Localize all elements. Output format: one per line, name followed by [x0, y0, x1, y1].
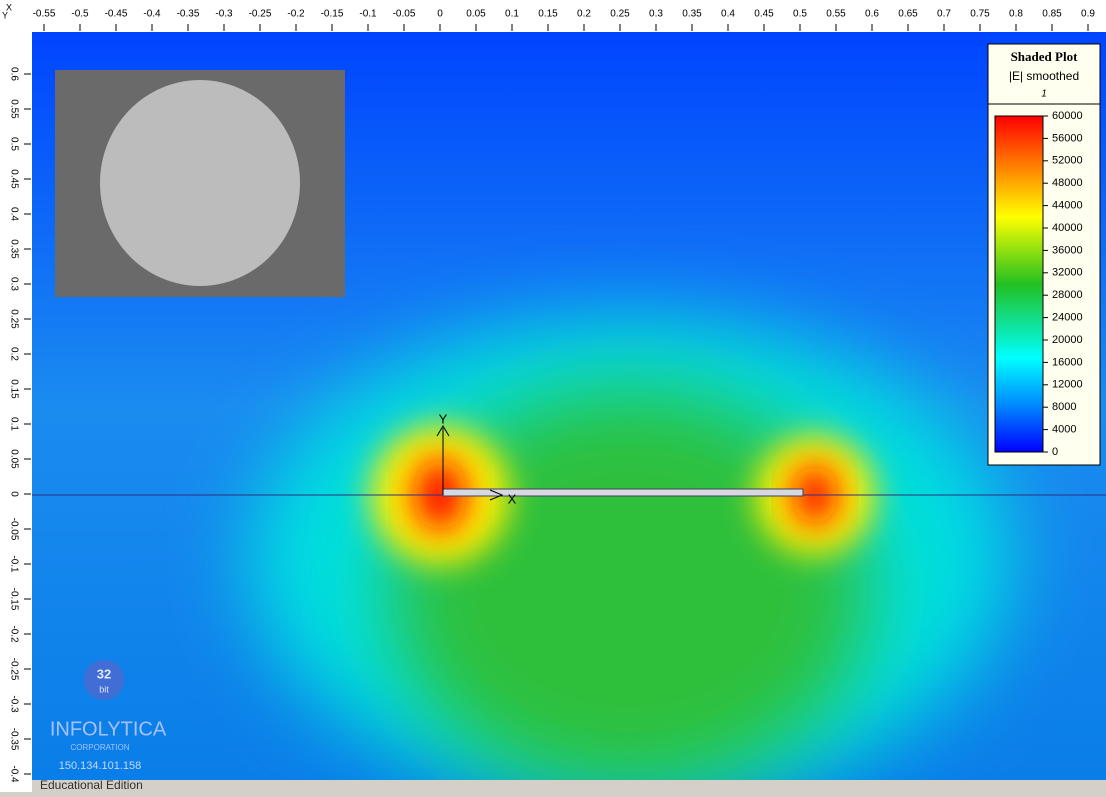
top-ruler-label: -0.55: [33, 9, 56, 20]
left-ruler-label: -0.15: [8, 588, 19, 611]
legend-scale-label: 44000: [1052, 200, 1083, 212]
left-ruler-label: 0.25: [8, 309, 19, 329]
legend: [987, 43, 1101, 466]
left-ruler-label: 0.4: [8, 207, 19, 221]
left-ruler-label: 0.1: [8, 417, 19, 431]
top-ruler-label: 0.4: [721, 9, 735, 20]
top-ruler-label: -0.2: [287, 9, 305, 20]
top-ruler-label: -0.05: [393, 9, 416, 20]
top-ruler-label: 0.65: [898, 9, 918, 20]
legend-scale-label: 28000: [1052, 289, 1083, 301]
left-ruler-label: 0.15: [8, 379, 19, 399]
top-ruler-label: 0.55: [826, 9, 846, 20]
legend-scale-label: 16000: [1052, 356, 1083, 368]
left-ruler: [0, 0, 32, 792]
origin-x-label: X: [508, 491, 517, 506]
legend-scale-label: 24000: [1052, 312, 1083, 324]
top-ruler-label: -0.4: [143, 9, 161, 20]
corner-x: X: [6, 2, 12, 12]
watermark-badge-sub: bit: [99, 684, 109, 694]
top-ruler-label: 0.3: [649, 9, 663, 20]
legend-scale-label: 48000: [1052, 177, 1083, 189]
left-ruler-label: -0.4: [8, 765, 19, 783]
left-ruler-label: 0.5: [8, 137, 19, 151]
top-ruler-label: 0.1: [505, 9, 519, 20]
top-ruler-label: 0.9: [1081, 9, 1095, 20]
left-ruler-label: 0.6: [8, 67, 19, 81]
top-ruler-label: -0.15: [321, 9, 344, 20]
watermark-company: INFOLYTICA: [50, 718, 167, 740]
legend-scale-label: 4000: [1052, 424, 1076, 436]
left-ruler-label: 0.05: [8, 449, 19, 469]
top-ruler-label: 0: [437, 9, 443, 20]
left-ruler-label: -0.35: [8, 728, 19, 751]
status-bar: [32, 780, 1106, 792]
inset-image: [55, 70, 345, 297]
top-ruler-label: 0.8: [1009, 9, 1023, 20]
top-ruler-label: 0.6: [865, 9, 879, 20]
top-ruler-label: -0.5: [71, 9, 89, 20]
legend-scale-label: 12000: [1052, 379, 1083, 391]
legend-index: 1: [1041, 89, 1047, 100]
top-ruler-label: -0.1: [359, 9, 377, 20]
legend-scale-label: 32000: [1052, 267, 1083, 279]
left-ruler-label: -0.1: [8, 555, 19, 573]
legend-scale-label: 36000: [1052, 244, 1083, 256]
legend-title: Shaded Plot: [1011, 49, 1078, 64]
top-ruler-label: -0.35: [177, 9, 200, 20]
top-ruler-label: 0.45: [754, 9, 774, 20]
legend-scale-label: 60000: [1052, 110, 1083, 122]
left-ruler-label: -0.2: [8, 625, 19, 643]
legend-scale-label: 0: [1052, 446, 1058, 458]
top-ruler-label: -0.3: [215, 9, 233, 20]
legend-scale-label: 8000: [1052, 401, 1076, 413]
top-ruler-label: 0.35: [682, 9, 702, 20]
left-ruler-label: 0.3: [8, 277, 19, 291]
top-ruler-label: 0.5: [793, 9, 807, 20]
legend-quantity: |E| smoothed: [1009, 69, 1079, 83]
watermark-subtitle: CORPORATION: [71, 743, 130, 752]
left-ruler-label: 0.35: [8, 239, 19, 259]
left-ruler-label: -0.05: [8, 518, 19, 541]
top-ruler-label: 0.2: [577, 9, 591, 20]
top-ruler-label: 0.05: [466, 9, 486, 20]
top-ruler-label: -0.25: [249, 9, 272, 20]
top-ruler-label: 0.7: [937, 9, 951, 20]
top-ruler-label: 0.75: [970, 9, 990, 20]
legend-scale-label: 56000: [1052, 132, 1083, 144]
legend-scale-label: 52000: [1052, 155, 1083, 167]
watermark-badge: 32: [97, 666, 111, 681]
corner-y: Y: [2, 10, 8, 20]
top-ruler-label: 0.85: [1042, 9, 1062, 20]
origin-y-label: Y: [439, 411, 448, 426]
left-ruler-label: 0.45: [8, 169, 19, 189]
left-ruler-label: 0: [8, 491, 19, 497]
left-ruler-label: 0.55: [8, 99, 19, 119]
watermark: [84, 660, 124, 700]
legend-scale-label: 20000: [1052, 334, 1083, 346]
left-ruler-label: 0.2: [8, 347, 19, 361]
top-ruler-label: 0.15: [538, 9, 558, 20]
top-ruler-label: 0.25: [610, 9, 630, 20]
left-ruler-label: -0.3: [8, 695, 19, 713]
left-ruler-label: -0.25: [8, 658, 19, 681]
top-ruler: [0, 0, 1106, 32]
watermark-ip: 150.134.101.158: [59, 760, 142, 772]
legend-scale-label: 40000: [1052, 222, 1083, 234]
status-text: Educational Edition: [40, 778, 143, 792]
top-ruler-label: -0.45: [105, 9, 128, 20]
